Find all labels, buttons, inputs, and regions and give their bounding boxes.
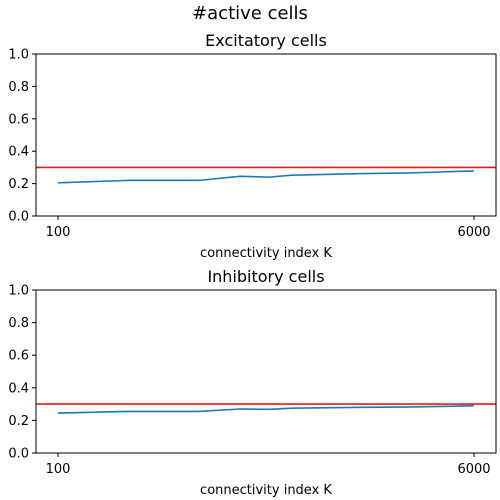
y-tick-label: 1.0	[8, 48, 29, 63]
subplot-title: Excitatory cells	[205, 31, 327, 50]
figure-title: #active cells	[192, 3, 308, 24]
x-axis-label: connectivity index K	[200, 483, 332, 498]
y-tick-label: 0.2	[8, 414, 29, 429]
y-tick-label: 0.8	[8, 316, 29, 331]
y-tick-label: 0.6	[8, 349, 29, 364]
y-tick-label: 0.8	[8, 80, 29, 95]
y-tick-label: 0.4	[8, 381, 29, 396]
series-line-1	[57, 404, 475, 414]
y-tick-label: 0.0	[8, 447, 29, 462]
axes-frame	[35, 289, 497, 454]
x-tick-label: 100	[46, 225, 71, 240]
subplot-2: Inhibitory cells 0.0 0.2 0.4 0.6 0.8 1.0 100 600…	[8, 267, 497, 498]
axes-frame	[35, 53, 497, 217]
series-line-1	[57, 170, 475, 184]
x-tick-label: 6000	[457, 225, 490, 240]
y-tick-label: 0.0	[8, 210, 29, 225]
x-tick-label: 100	[46, 462, 71, 477]
y-tick-label: 0.6	[8, 112, 29, 127]
y-tick-label: 0.4	[8, 145, 29, 160]
y-tick-label: 0.2	[8, 177, 29, 192]
subplot-title: Inhibitory cells	[207, 267, 324, 286]
x-axis-label: connectivity index K	[200, 246, 332, 261]
x-tick-label: 6000	[457, 462, 490, 477]
subplot-1: Excitatory cells 0.0 0.2 0.4 0.6 0.8 1.0 100 600…	[8, 31, 497, 261]
y-tick-label: 1.0	[8, 284, 29, 299]
